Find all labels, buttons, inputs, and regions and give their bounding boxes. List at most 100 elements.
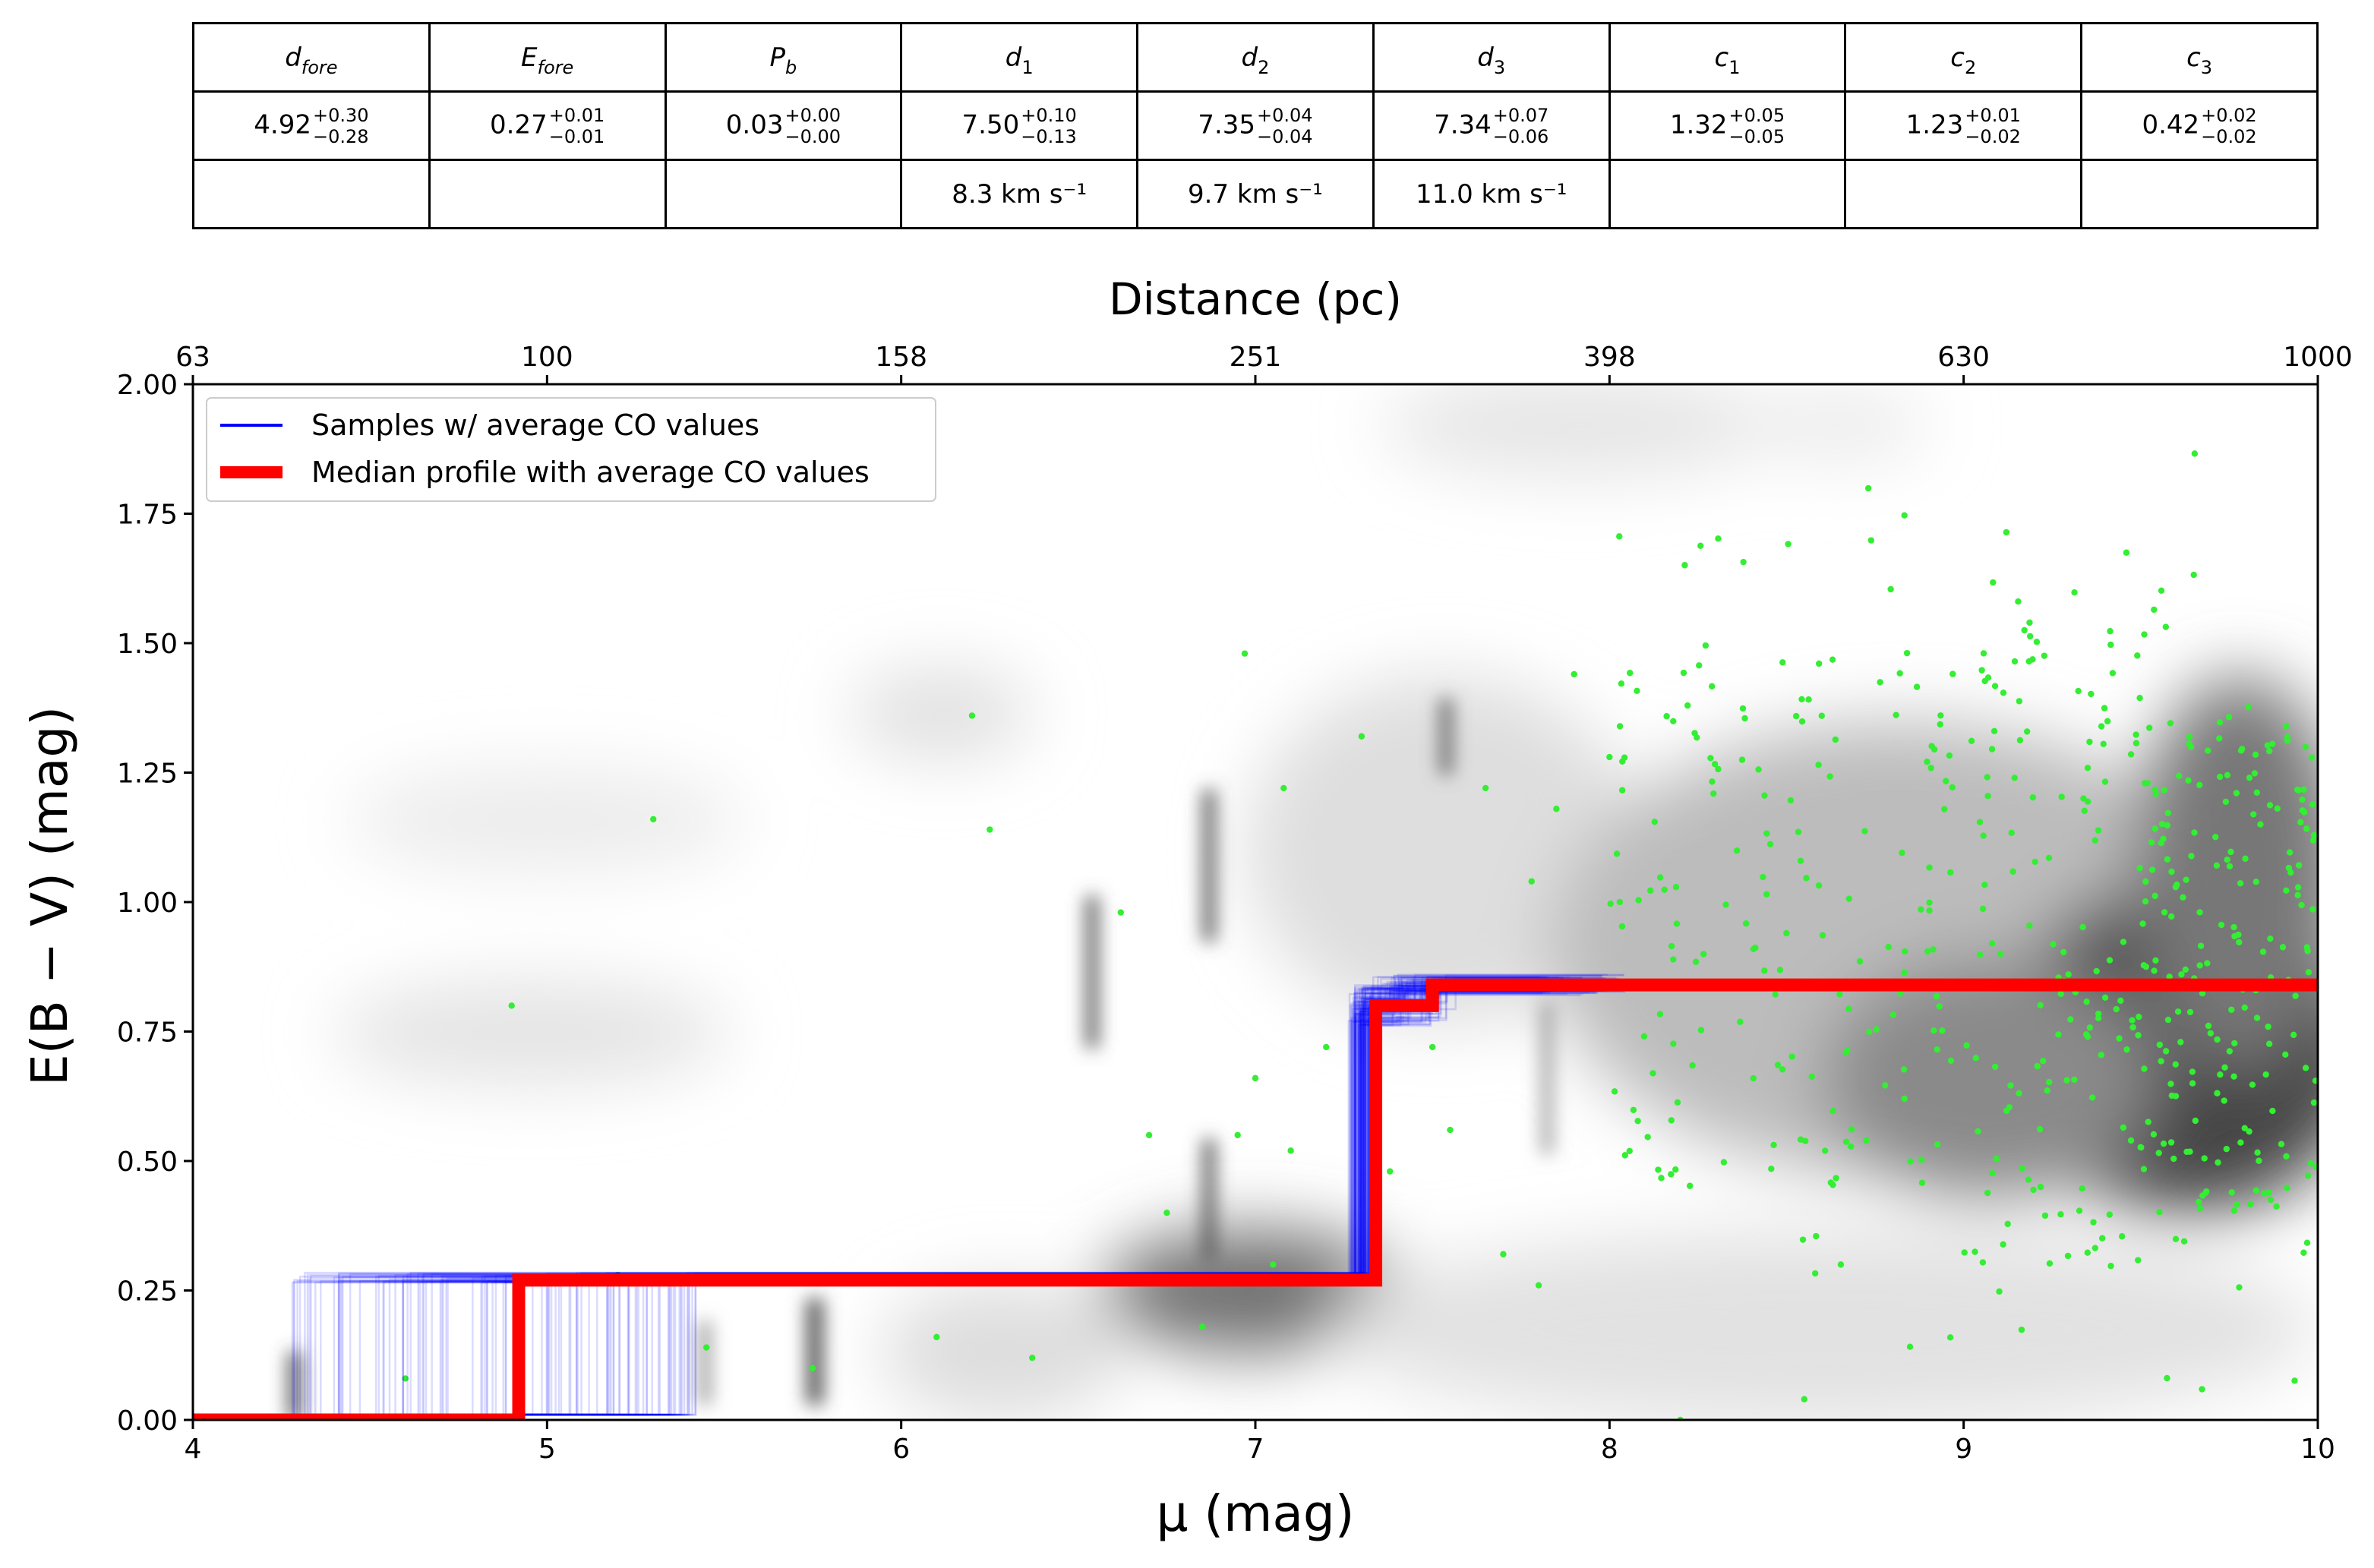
star-point xyxy=(1668,1171,1675,1178)
star-point xyxy=(2082,1031,2090,1038)
star-point xyxy=(1763,891,1770,898)
parameter-table: dfore Efore Pb d1 d2 d3 c1 c2 c3 4.92 +0.… xyxy=(192,22,2319,229)
star-point xyxy=(2230,1207,2237,1214)
star-point xyxy=(2004,1220,2011,1228)
table-velocity-cell: 8.3 km s⁻¹ xyxy=(900,159,1139,229)
star-point xyxy=(2196,909,2203,916)
star-point xyxy=(1535,1282,1542,1289)
sample-line xyxy=(193,984,1559,1416)
star-point xyxy=(2142,878,2149,885)
star-point xyxy=(1571,670,1577,678)
star-point xyxy=(2303,944,2310,951)
star-point xyxy=(1873,1026,1880,1033)
star-point xyxy=(2064,1252,2072,1260)
sample-line xyxy=(193,990,1548,1416)
star-point xyxy=(2083,999,2090,1005)
star-point xyxy=(2055,1031,2062,1038)
star-point xyxy=(1651,819,1658,825)
star-point xyxy=(2205,1022,2212,1030)
star-point xyxy=(1937,721,1943,728)
star-point xyxy=(2091,837,2099,844)
star-point xyxy=(1918,1156,1925,1163)
star-point xyxy=(1670,1040,1677,1047)
star-point xyxy=(1984,674,1992,681)
star-point xyxy=(2107,1263,2114,1270)
star-point xyxy=(2204,960,2211,967)
star-point xyxy=(2247,1200,2254,1208)
sample-line xyxy=(193,985,1605,1416)
star-point xyxy=(2269,740,2276,747)
star-point xyxy=(2300,1249,2307,1256)
sample-line xyxy=(193,985,1596,1416)
sample-line xyxy=(193,980,1561,1416)
y-tick-label: 0.50 xyxy=(117,1147,178,1178)
star-point xyxy=(2264,742,2271,749)
x-tick-label: 10 xyxy=(2300,1434,2335,1465)
star-point xyxy=(2101,994,2109,1002)
star-point xyxy=(1358,733,1365,740)
star-point xyxy=(2267,1196,2275,1204)
star-point xyxy=(1661,886,1668,893)
star-point xyxy=(2021,626,2028,634)
star-point xyxy=(1702,642,1709,649)
star-point xyxy=(1901,969,1908,976)
sample-line xyxy=(193,979,1598,1416)
star-point xyxy=(2151,825,2158,832)
star-point xyxy=(1618,680,1625,687)
star-point xyxy=(2026,633,2034,640)
median-profile-line xyxy=(193,978,2318,1420)
star-point xyxy=(2127,1137,2135,1144)
star-point xyxy=(2307,1159,2315,1167)
star-point xyxy=(1697,1027,1705,1033)
star-point xyxy=(2019,1165,2025,1172)
star-point xyxy=(2079,923,2086,931)
star-point xyxy=(1961,1249,1968,1256)
star-point xyxy=(2180,894,2186,901)
star-point xyxy=(1997,951,2004,958)
star-point xyxy=(1927,765,1934,771)
star-point xyxy=(1681,562,1688,569)
star-point xyxy=(1779,659,1786,666)
star-point xyxy=(1656,1011,1664,1017)
star-point xyxy=(1482,784,1489,792)
star-point xyxy=(2191,829,2198,836)
top-tick-label: 398 xyxy=(1583,342,1636,373)
star-point xyxy=(1779,1066,1786,1073)
star-point xyxy=(2160,1140,2167,1147)
star-point xyxy=(2283,887,2290,894)
star-point xyxy=(2249,1081,2256,1088)
star-point xyxy=(2113,1005,2120,1013)
star-point xyxy=(2132,740,2140,746)
star-point xyxy=(1672,1166,1679,1173)
star-point xyxy=(2222,798,2230,806)
star-point xyxy=(1280,784,1287,792)
star-point xyxy=(1680,669,1687,677)
table-velocity-cell xyxy=(664,159,903,229)
star-point xyxy=(1856,958,1864,965)
star-point xyxy=(2041,1212,2049,1219)
x-axis: 4 5 6 7 8 9 10 xyxy=(185,1420,2335,1465)
star-point xyxy=(2196,1205,2204,1212)
star-point xyxy=(2101,778,2109,785)
star-point xyxy=(987,826,993,833)
star-point xyxy=(2274,805,2281,812)
star-point xyxy=(2196,1198,2202,1206)
star-point xyxy=(2155,1150,2162,1156)
star-point xyxy=(1613,850,1621,857)
star-point xyxy=(1696,662,1703,669)
star-point xyxy=(2120,939,2127,945)
star-point xyxy=(1893,711,1899,718)
star-point xyxy=(2305,969,2312,976)
table-value-cell: 7.35 +0.04 −0.04 xyxy=(1136,90,1375,161)
star-point xyxy=(1739,705,1747,712)
star-point xyxy=(2233,790,2240,797)
sample-line xyxy=(193,986,1569,1416)
star-point xyxy=(1029,1354,1036,1361)
table-velocity-cell: 9.7 km s⁻¹ xyxy=(1136,159,1375,229)
star-point xyxy=(1845,1005,1852,1012)
star-point xyxy=(1899,849,1905,857)
star-point xyxy=(2007,1082,2014,1089)
star-point xyxy=(1926,864,1933,871)
star-point xyxy=(2158,821,2166,828)
sample-line xyxy=(193,974,1603,1416)
